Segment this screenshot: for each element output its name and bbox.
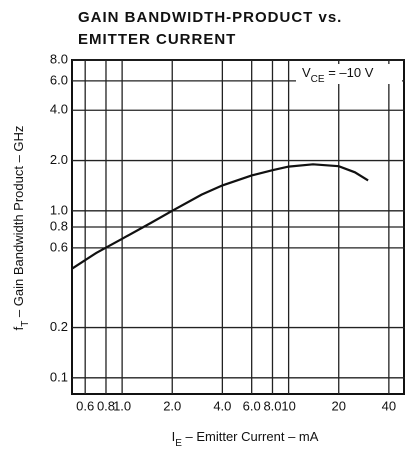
chart-title: EMITTER CURRENT <box>78 31 236 48</box>
x-tick-label: 40 <box>382 398 396 413</box>
data-line <box>71 163 369 270</box>
y-tick-label: 8.0 <box>50 51 68 66</box>
x-tick-label: 0.6 <box>76 398 94 413</box>
x-tick-label: 4.0 <box>213 398 231 413</box>
x-tick-label: 10 <box>281 398 295 413</box>
y-tick-label: 0.2 <box>50 319 68 334</box>
y-tick-label: 1.0 <box>50 202 68 217</box>
annotation-box <box>296 64 402 84</box>
x-tick-label: 2.0 <box>163 398 181 413</box>
x-tick-label: 20 <box>332 398 346 413</box>
x-tick-label: 8.0 <box>263 398 281 413</box>
y-tick-label: 0.6 <box>50 239 68 254</box>
x-tick-label: 1.0 <box>113 398 131 413</box>
y-axis-label: fT – Gain Bandwidth Product – GHz <box>11 126 31 331</box>
y-tick-label: 0.8 <box>50 218 68 233</box>
y-tick-label: 6.0 <box>50 72 68 87</box>
chart-title: GAIN BANDWIDTH-PRODUCT vs. <box>78 9 342 26</box>
annotation: VCE = –10 V <box>302 65 374 85</box>
x-tick-label: 6.0 <box>243 398 261 413</box>
x-axis-label: IE – Emitter Current – mA <box>172 429 319 449</box>
x-tick-label: 0.8 <box>97 398 115 413</box>
y-tick-label: 4.0 <box>50 102 68 117</box>
y-tick-label: 2.0 <box>50 152 68 167</box>
y-tick-label: 0.1 <box>50 369 68 384</box>
